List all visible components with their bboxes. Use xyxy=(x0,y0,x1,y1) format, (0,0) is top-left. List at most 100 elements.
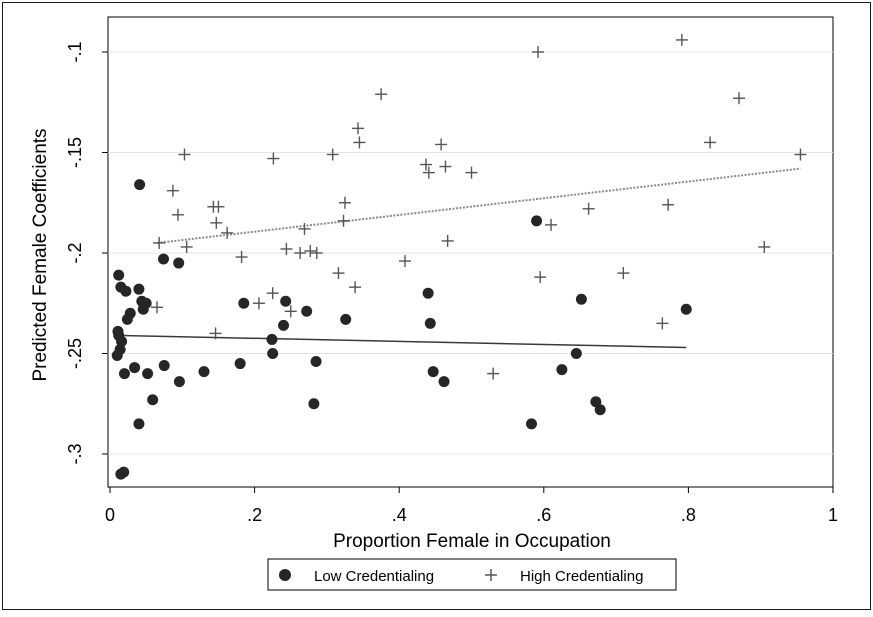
point-low-credentialing xyxy=(147,394,159,406)
point-high-credentialing xyxy=(180,240,193,253)
point-low-credentialing xyxy=(173,257,185,269)
point-low-credentialing xyxy=(111,350,123,362)
point-high-credentialing xyxy=(266,287,279,300)
point-high-credentialing xyxy=(487,367,500,380)
legend-marker-low-credentialing xyxy=(279,569,291,581)
point-high-credentialing xyxy=(662,198,675,211)
point-high-credentialing xyxy=(349,281,362,294)
point-high-credentialing xyxy=(337,214,350,227)
x-axis-label: Proportion Female in Occupation xyxy=(333,531,611,552)
y-tick-label: -.3 xyxy=(65,443,85,464)
point-high-credentialing xyxy=(617,267,630,280)
y-tick-label: -.1 xyxy=(65,41,85,62)
point-low-credentialing xyxy=(124,307,136,319)
point-low-credentialing xyxy=(134,179,146,191)
point-high-credentialing xyxy=(353,136,366,149)
point-high-credentialing xyxy=(171,208,184,221)
fit-lines xyxy=(117,167,801,349)
point-high-credentialing xyxy=(280,242,293,255)
point-low-credentialing xyxy=(570,348,582,359)
point-low-credentialing xyxy=(340,313,352,325)
point-high-credentialing xyxy=(221,226,234,239)
point-low-credentialing xyxy=(556,364,568,376)
point-high-credentialing xyxy=(794,148,807,161)
point-low-credentialing xyxy=(142,368,154,380)
point-high-credentialing xyxy=(439,160,452,173)
point-low-credentialing xyxy=(427,366,439,378)
point-low-credentialing xyxy=(575,293,587,305)
point-low-credentialing xyxy=(173,376,185,388)
y-tick-label: -.25 xyxy=(65,338,85,369)
x-tick-label: .6 xyxy=(536,505,551,525)
point-low-credentialing xyxy=(113,269,125,281)
y-tick-label: -.15 xyxy=(65,137,85,168)
point-high-credentialing xyxy=(209,327,222,340)
fit-line-high-credentialing xyxy=(156,167,801,244)
point-low-credentialing xyxy=(133,418,145,430)
point-high-credentialing xyxy=(532,46,545,58)
legend-box xyxy=(267,558,677,591)
point-high-credentialing xyxy=(398,255,411,268)
point-high-credentialing xyxy=(465,166,478,179)
point-high-credentialing xyxy=(304,244,317,257)
y-tick-label: -.2 xyxy=(65,242,85,263)
point-low-credentialing xyxy=(531,215,543,227)
point-low-credentialing xyxy=(234,358,246,370)
point-low-credentialing xyxy=(158,360,170,372)
point-low-credentialing xyxy=(267,348,279,359)
point-low-credentialing xyxy=(158,253,170,265)
y-axis: -.1 -.15 -.2 -.25 -.3 xyxy=(65,41,108,465)
x-tick-label: .4 xyxy=(392,505,407,525)
point-low-credentialing xyxy=(526,418,538,430)
point-low-credentialing xyxy=(310,356,322,368)
plot-area xyxy=(107,16,834,488)
x-tick-label: .2 xyxy=(247,505,262,525)
point-low-credentialing xyxy=(301,305,313,317)
point-low-credentialing xyxy=(238,297,250,309)
x-tick-label: 1 xyxy=(828,505,838,525)
point-high-credentialing xyxy=(210,216,223,229)
x-tick-label: .8 xyxy=(681,505,696,525)
grid-lines xyxy=(108,51,833,455)
x-axis: 0 .2 .4 .6 .8 1 xyxy=(105,487,838,525)
point-low-credentialing xyxy=(278,319,290,331)
point-low-credentialing xyxy=(422,287,434,299)
point-high-credentialing xyxy=(582,202,595,215)
data-points xyxy=(111,33,807,480)
point-low-credentialing xyxy=(120,285,132,297)
point-low-credentialing xyxy=(590,396,602,408)
point-high-credentialing xyxy=(704,136,717,149)
legend-label-high-credentialing: High Credentialing xyxy=(520,568,643,585)
point-high-credentialing xyxy=(235,251,248,264)
point-low-credentialing xyxy=(118,466,130,478)
point-high-credentialing xyxy=(252,297,265,310)
point-high-credentialing xyxy=(441,234,454,247)
point-low-credentialing xyxy=(438,376,450,388)
legend-marker-high-credentialing xyxy=(485,569,497,581)
point-low-credentialing xyxy=(129,362,141,374)
point-high-credentialing xyxy=(351,122,364,135)
point-high-credentialing xyxy=(267,152,280,165)
point-high-credentialing xyxy=(545,218,558,231)
point-high-credentialing xyxy=(298,222,311,235)
point-low-credentialing xyxy=(198,366,210,378)
point-high-credentialing xyxy=(178,148,191,161)
point-high-credentialing xyxy=(419,158,432,171)
point-high-credentialing xyxy=(534,271,547,284)
point-low-credentialing xyxy=(424,317,436,329)
y-axis-label: Predicted Female Coefficients xyxy=(30,128,51,381)
x-tick-label: 0 xyxy=(105,505,115,525)
point-low-credentialing xyxy=(266,333,278,345)
point-high-credentialing xyxy=(150,301,163,314)
point-high-credentialing xyxy=(153,236,166,249)
point-high-credentialing xyxy=(212,200,225,213)
point-high-credentialing xyxy=(675,33,688,46)
point-high-credentialing xyxy=(332,267,345,280)
point-low-credentialing xyxy=(308,398,320,410)
point-low-credentialing xyxy=(594,404,606,416)
point-low-credentialing xyxy=(140,297,152,309)
point-low-credentialing xyxy=(133,283,145,295)
point-high-credentialing xyxy=(375,88,388,101)
